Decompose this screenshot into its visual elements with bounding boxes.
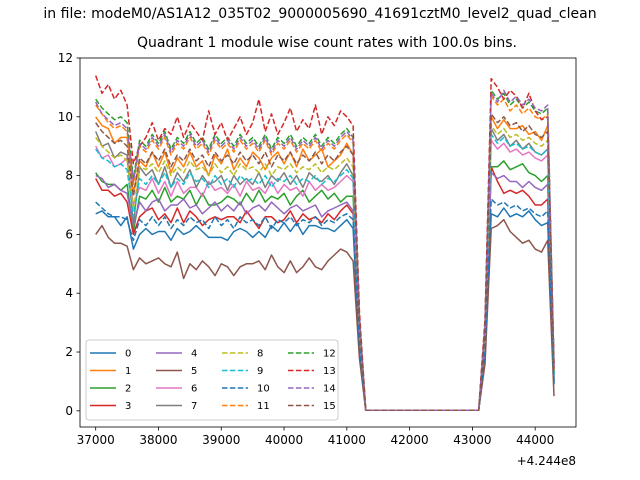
y-tick-label: 0 [65, 404, 73, 418]
legend-label-14: 14 [323, 384, 336, 395]
plot-frame [79, 57, 577, 428]
legend-label-7: 7 [191, 401, 197, 412]
legend-label-3: 3 [125, 401, 131, 412]
series-line-15 [95, 113, 555, 411]
legend-label-15: 15 [323, 401, 336, 412]
legend-label-10: 10 [257, 384, 270, 395]
legend-label-13: 13 [323, 366, 336, 377]
x-tick-label: 42000 [391, 433, 429, 447]
legend-label-0: 0 [125, 349, 131, 360]
x-offset-label: +4.244e8 [517, 454, 576, 468]
x-tick-label: 40000 [265, 433, 303, 447]
x-tick-label: 37000 [77, 433, 115, 447]
legend-label-9: 9 [257, 366, 263, 377]
y-tick-label: 8 [65, 169, 73, 183]
x-tick-label: 43000 [453, 433, 491, 447]
x-tick-label: 41000 [328, 433, 366, 447]
legend-label-2: 2 [125, 384, 131, 395]
y-tick-label: 12 [58, 51, 73, 65]
legend-label-8: 8 [257, 349, 263, 360]
x-tick-label: 44000 [516, 433, 554, 447]
legend-box [85, 339, 339, 421]
legend-label-6: 6 [191, 384, 197, 395]
legend-label-5: 5 [191, 366, 197, 377]
x-tick-label: 38000 [139, 433, 177, 447]
figure-suptitle: in file: modeM0/AS1A12_035T02_9000005690… [43, 6, 597, 22]
legend-label-4: 4 [191, 349, 197, 360]
y-tick-label: 4 [65, 286, 73, 300]
legend-label-1: 1 [125, 366, 131, 377]
y-tick-label: 6 [65, 227, 73, 241]
y-tick-label: 2 [65, 345, 73, 359]
chart-title: Quadrant 1 module wise count rates with … [137, 35, 517, 51]
y-tick-label: 10 [58, 110, 73, 124]
x-tick-label: 39000 [202, 433, 240, 447]
legend-label-12: 12 [323, 349, 336, 360]
legend-label-11: 11 [257, 401, 270, 412]
